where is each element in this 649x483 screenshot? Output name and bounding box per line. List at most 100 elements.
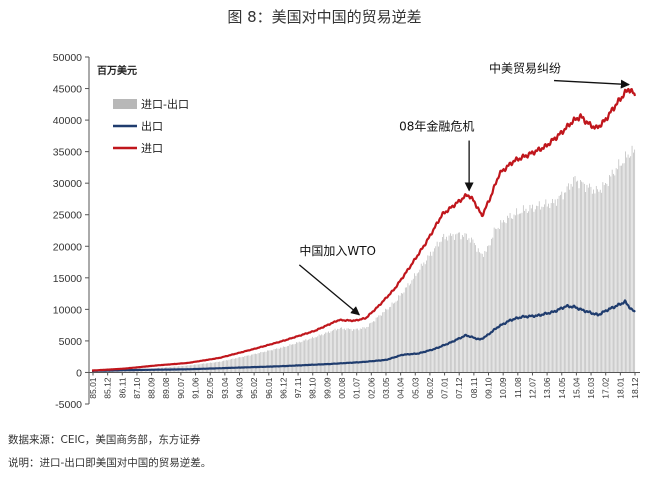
deficit-bar [281, 347, 283, 373]
deficit-bar [286, 346, 288, 373]
deficit-bar [358, 330, 360, 373]
deficit-bar [511, 218, 512, 373]
deficit-bar [549, 207, 551, 373]
deficit-bar [117, 371, 118, 373]
y-tick-label: 5000 [59, 336, 83, 348]
deficit-bar [537, 206, 539, 373]
deficit-bar [273, 348, 275, 373]
deficit-bar [121, 371, 122, 373]
deficit-bar [320, 335, 321, 373]
deficit-bar [278, 348, 280, 373]
deficit-bar [415, 275, 417, 373]
x-tick-label: 89.08 [161, 377, 171, 399]
x-tick-label: 93.04 [220, 377, 230, 399]
deficit-bar [227, 360, 228, 373]
annotation-trade-dispute-arrow [554, 79, 630, 89]
deficit-bar [602, 182, 604, 373]
deficit-bar [444, 239, 446, 373]
deficit-bar [594, 193, 596, 373]
deficit-bar [443, 233, 445, 373]
deficit-bar [485, 251, 487, 373]
deficit-bar [248, 355, 250, 373]
y-tick-label: 45000 [53, 84, 82, 96]
deficit-bar [133, 370, 134, 373]
deficit-bar [476, 251, 478, 373]
deficit-bar [343, 328, 345, 373]
deficit-bar [446, 236, 447, 373]
deficit-bar [614, 175, 616, 373]
deficit-bar [430, 251, 431, 373]
deficit-bar [353, 329, 354, 373]
deficit-bar [346, 328, 348, 373]
deficit-bar [481, 253, 483, 373]
deficit-bar [451, 235, 453, 373]
deficit-bar [414, 273, 415, 373]
deficit-bar [365, 328, 366, 373]
deficit-bar [568, 183, 569, 373]
deficit-bar [219, 361, 220, 373]
deficit-bar [504, 222, 506, 373]
deficit-bar [544, 204, 545, 373]
deficit-bar [457, 232, 459, 373]
deficit-bar [374, 321, 376, 373]
deficit-bar [334, 328, 336, 373]
deficit-bar [223, 360, 224, 373]
deficit-bar [463, 236, 464, 373]
deficit-bar [591, 193, 593, 373]
deficit-bar [325, 332, 327, 373]
deficit-bar [574, 176, 576, 373]
deficit-bar [422, 265, 423, 373]
deficit-bar [394, 302, 396, 373]
deficit-bar [577, 180, 579, 373]
deficit-bar [416, 273, 418, 373]
deficit-bar [237, 357, 239, 373]
deficit-bar [321, 334, 323, 373]
deficit-bar [634, 149, 636, 373]
x-tick-label: 18.12 [630, 377, 640, 399]
deficit-bar [326, 332, 328, 373]
deficit-bar [471, 237, 472, 373]
deficit-bar [489, 245, 491, 373]
deficit-bar [407, 283, 409, 373]
deficit-bar [533, 211, 535, 373]
x-tick-label: 18.01 [615, 377, 625, 399]
deficit-bar [586, 184, 588, 373]
deficit-bar [308, 339, 309, 373]
deficit-bar [310, 338, 312, 373]
deficit-bar [617, 169, 618, 373]
deficit-bar [589, 183, 590, 373]
deficit-bar [363, 327, 365, 373]
deficit-bar [269, 350, 271, 373]
deficit-bar [342, 329, 344, 373]
deficit-bar [605, 182, 606, 373]
deficit-bar [561, 191, 563, 373]
deficit-bar [377, 317, 378, 373]
deficit-bar [558, 195, 560, 373]
x-tick-label: 15.04 [571, 377, 581, 399]
deficit-bar [553, 203, 555, 373]
deficit-bar [395, 301, 397, 373]
deficit-bar [231, 358, 232, 373]
deficit-bar [304, 340, 305, 373]
deficit-bar [332, 330, 333, 373]
deficit-bar [507, 215, 508, 373]
deficit-bar [618, 159, 620, 373]
deficit-bar [341, 327, 342, 373]
deficit-bar [436, 241, 438, 373]
deficit-bar [123, 371, 125, 373]
deficit-bar [379, 315, 381, 373]
deficit-bar [431, 255, 433, 373]
deficit-bar [355, 328, 357, 373]
deficit-bar [276, 348, 278, 373]
deficit-bar [249, 355, 251, 373]
y-tick-label: 30000 [53, 178, 82, 190]
deficit-bar [520, 213, 522, 373]
deficit-bar [400, 292, 402, 373]
deficit-bar [408, 285, 410, 373]
deficit-bar [264, 351, 266, 373]
x-tick-label: 98.10 [308, 377, 318, 399]
deficit-bar [369, 323, 370, 373]
deficit-bar [387, 309, 389, 373]
